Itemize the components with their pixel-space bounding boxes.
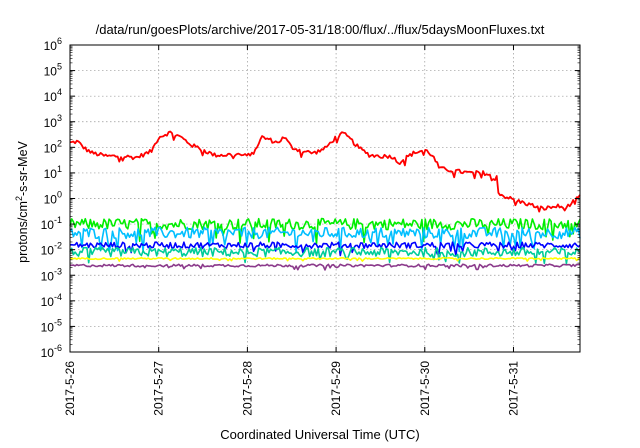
series-group: [69, 130, 581, 271]
y-tick-label: 100: [44, 190, 62, 207]
x-tick-label: 2017-5-27: [152, 361, 166, 416]
series-line-2: [69, 226, 581, 254]
y-tick-label: 10-4: [41, 292, 62, 309]
series-line-1: [69, 217, 581, 245]
x-axis-label: Coordinated Universal Time (UTC): [220, 427, 420, 442]
x-tick-label: 2017-5-30: [418, 361, 432, 416]
y-tick-label: 105: [44, 62, 62, 79]
x-tick-label: 2017-5-29: [329, 361, 343, 416]
y-tick-label: 10-5: [41, 317, 62, 334]
y-ticks: 10-6 10-5 10-4 10-3 10-2 10-1 100 101 102 103 104 1…: [41, 36, 580, 360]
x-tick-label: 2017-5-31: [506, 361, 520, 416]
series-line-5: [69, 257, 581, 262]
x-tick-label: 2017-5-28: [240, 361, 254, 416]
y-tick-label: 104: [44, 87, 62, 104]
series-line-0: [69, 130, 581, 213]
y-tick-label: 102: [44, 138, 62, 155]
y-tick-label: 10-3: [41, 266, 62, 283]
y-tick-label: 103: [44, 113, 62, 130]
y-tick-label: 10-6: [41, 343, 62, 360]
x-ticks: 2017-5-26 2017-5-27 2017-5-28 2017-5-29 2017…: [63, 45, 520, 416]
y-tick-label: 106: [44, 36, 62, 53]
y-tick-label: 10-2: [41, 241, 62, 258]
x-tick-label: 2017-5-26: [63, 361, 77, 416]
grid: [70, 45, 580, 352]
y-tick-label: 101: [44, 164, 62, 181]
series-line-4: [69, 246, 581, 265]
y-tick-label: 10-1: [41, 215, 62, 232]
series-line-6: [69, 263, 581, 271]
chart-title: /data/run/goesPlots/archive/2017-05-31/1…: [95, 22, 545, 37]
series-line-3: [69, 241, 581, 257]
